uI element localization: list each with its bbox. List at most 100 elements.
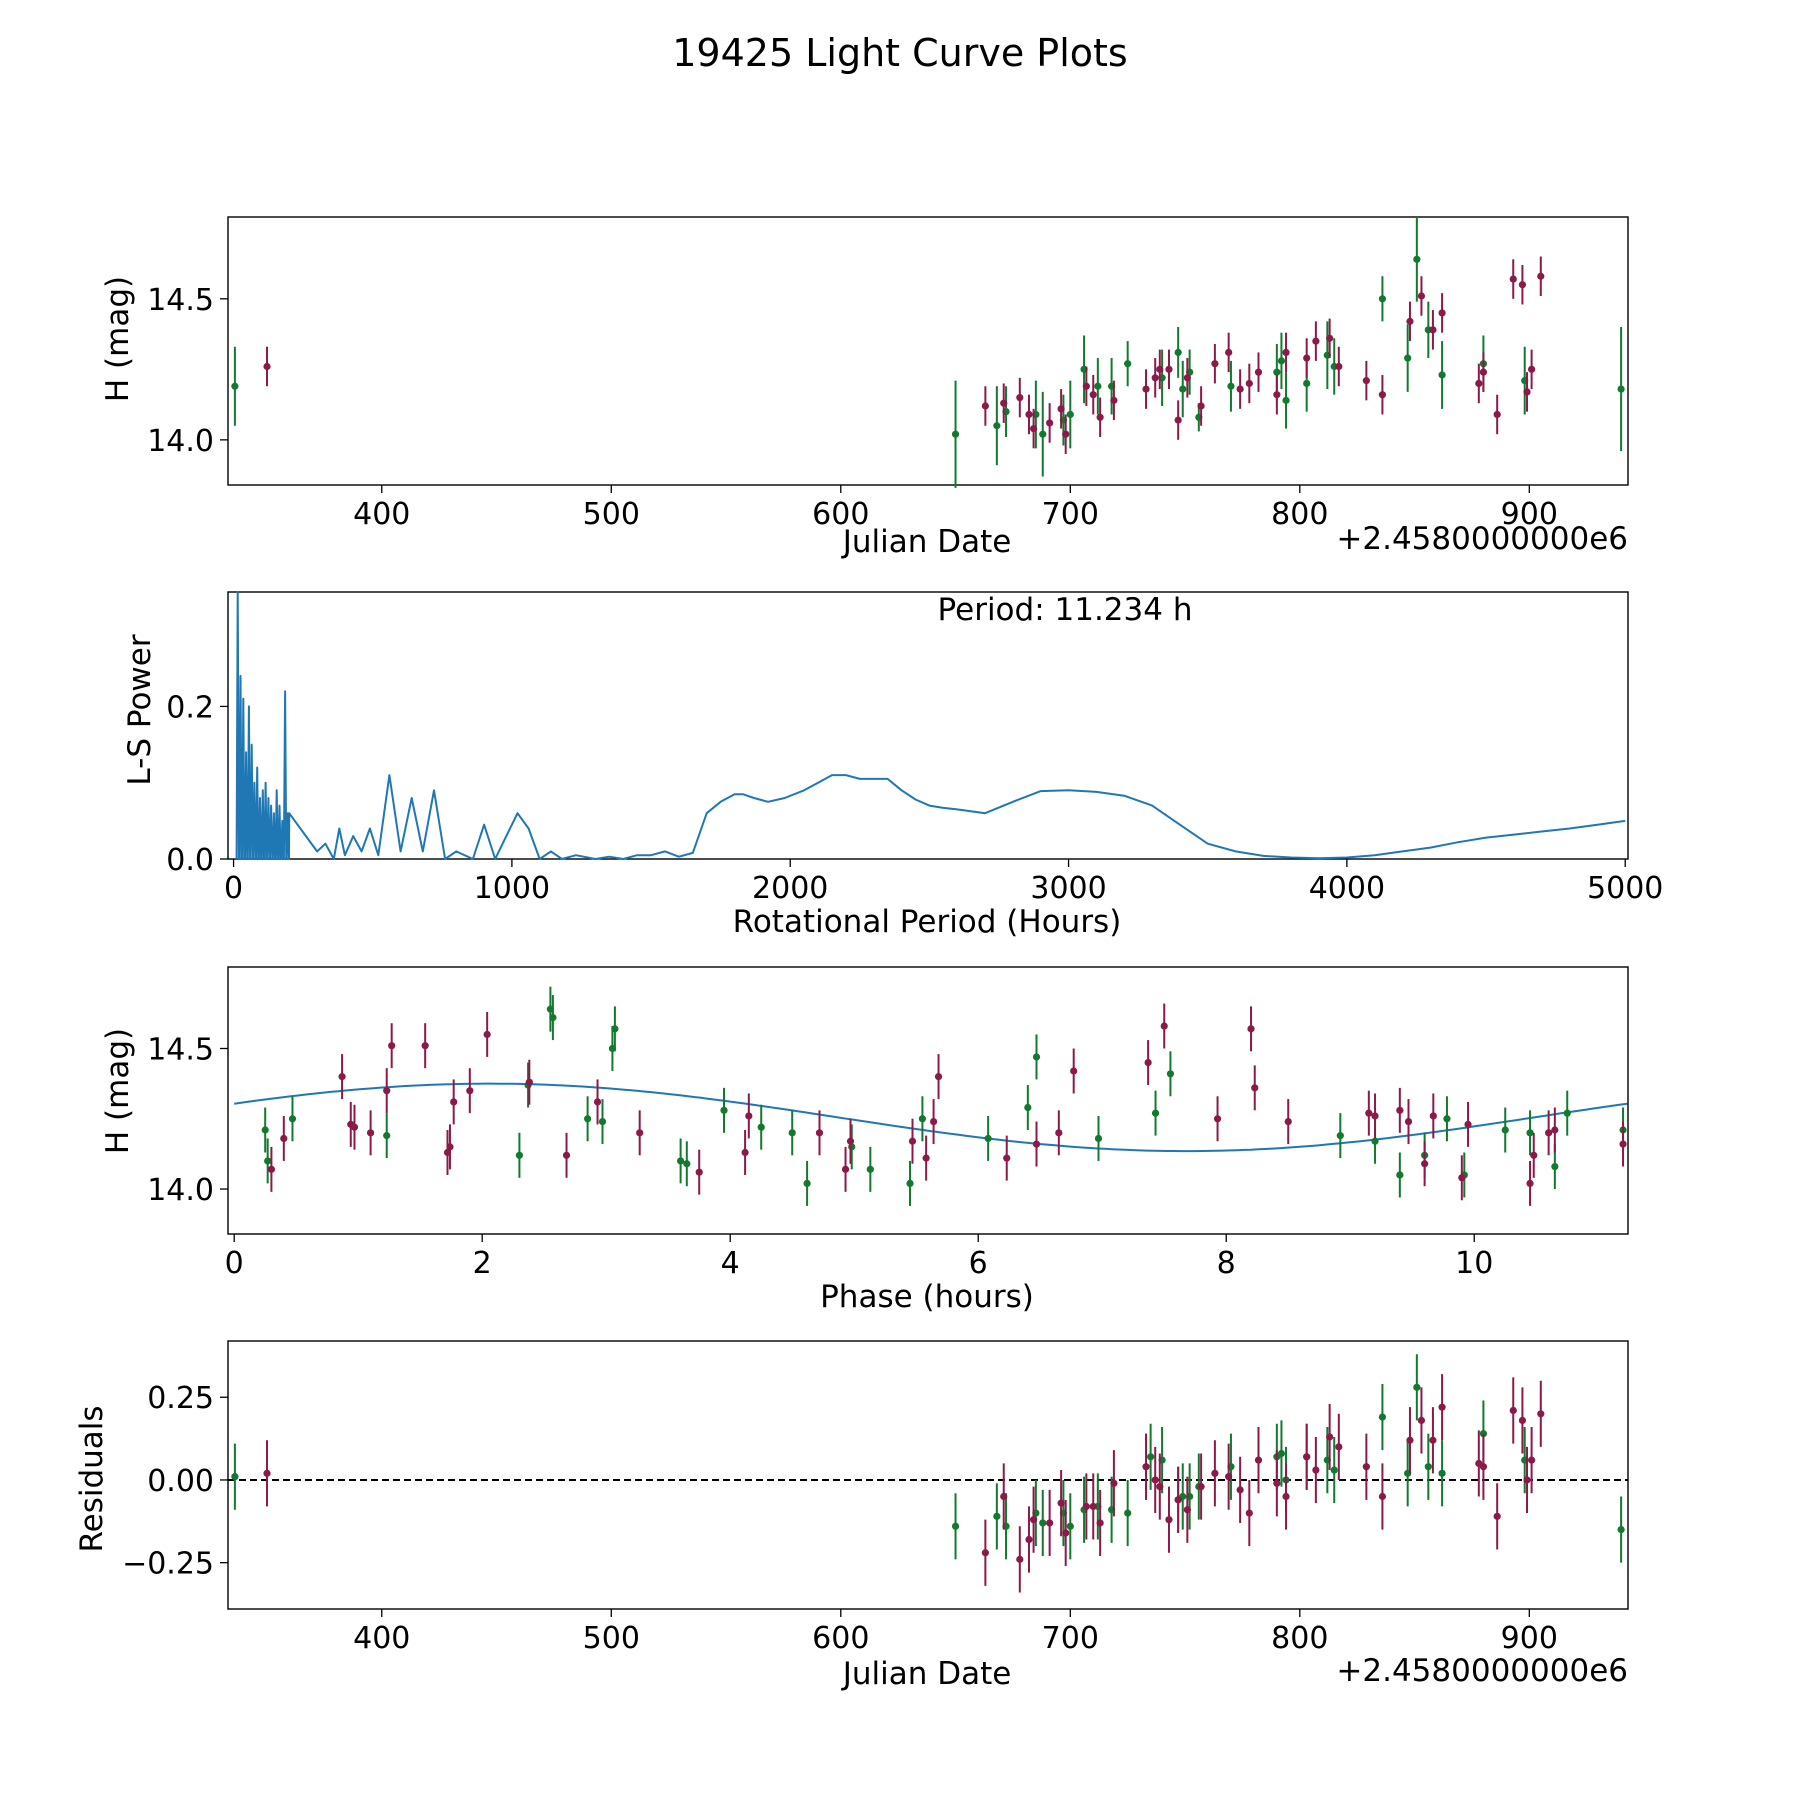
phase-red-point [1003,1154,1011,1162]
ls-xtick-label: 0 [224,871,243,906]
phase-ytick-label: 14.5 [147,1033,214,1068]
phase-green-point [720,1106,728,1114]
phase-red-point [421,1042,429,1050]
lc-red-point [1236,385,1244,393]
resid-red-point [263,1469,271,1477]
resid-red-point [1236,1486,1244,1494]
phase-green-point [677,1157,685,1165]
phase-red-point [388,1042,396,1050]
lc-red-point [1096,413,1104,421]
phase-red-point [280,1134,288,1143]
resid-xtick-label: 800 [1271,1621,1328,1656]
resid-green-point [993,1512,1001,1520]
lc-red-point [1523,388,1531,396]
phase-green-point [918,1115,927,1123]
lc-red-point [1312,337,1320,345]
ls-ylabel: L-S Power [122,634,158,785]
phase-red-point [483,1030,491,1039]
resid-red-point [1197,1482,1205,1491]
phase-red-point [1421,1160,1429,1168]
resid-green-point [1378,1413,1387,1421]
resid-red-point [1062,1529,1070,1537]
lc-xtick-label: 400 [353,497,410,532]
lc-red-point [1082,382,1090,390]
lc-xtick-label: 800 [1271,497,1328,532]
resid-red-point [1282,1492,1290,1501]
phase-red-point [450,1098,458,1106]
phase-xtick-label: 10 [1455,1246,1493,1281]
resid-xtick-label: 500 [583,1621,640,1656]
resid-red-point [1057,1499,1065,1507]
resid-red-point [1303,1453,1311,1461]
phase-red-point [1251,1084,1259,1092]
phase-green-point [1551,1162,1559,1171]
phase-red-point [338,1073,346,1081]
phase-green-point [611,1025,619,1033]
ls-xtick-label: 1000 [474,871,550,906]
lc-red-point [1211,360,1219,368]
resid-xtick-label: 600 [812,1621,869,1656]
resid-red-point [1493,1512,1501,1520]
resid-red-point [1537,1410,1545,1418]
lc-red-point [1183,374,1191,382]
phase-red-point [1070,1067,1078,1075]
resid-red-point [1362,1463,1370,1471]
resid-red-point [1518,1416,1527,1425]
phase-red-point [815,1129,824,1137]
phase-red-point [525,1078,533,1086]
phase-red-point [562,1151,571,1159]
resid-green-point [1277,1449,1286,1458]
phase-red-point [1464,1120,1472,1128]
lc-xtick-label: 500 [583,497,640,532]
phase-red-point [636,1129,644,1137]
resid-red-point [1406,1436,1414,1444]
lc-red-point [1016,393,1024,402]
resid-red-point [1509,1406,1517,1415]
phase-green-point [1526,1129,1534,1137]
lc-red-point [1245,379,1253,388]
lc-red-point [1046,419,1054,427]
lc-green-point [1124,360,1132,368]
phase-red-point [1055,1129,1063,1137]
phase-green-point [549,1013,557,1022]
phase-red-point [1365,1109,1373,1117]
phase-red-point [1284,1117,1292,1126]
resid-red-point [1326,1433,1334,1441]
phase-green-point [1336,1132,1344,1140]
phase-red-point [350,1123,359,1131]
lc-red-point [1057,405,1065,413]
ls-ytick-label: 0.2 [166,690,214,725]
resid-green-point [1124,1509,1132,1517]
lc-green-point [1094,382,1102,390]
resid-red-point [1479,1463,1488,1471]
lc-red-point [1225,348,1233,357]
phase-red-point [745,1112,753,1120]
ls-xtick-label: 4000 [1309,871,1385,906]
lc-red-point [1528,365,1536,373]
phase-red-point [593,1098,602,1106]
lc-ylabel: H (mag) [100,276,136,402]
lc-green-point [993,422,1001,430]
resid-offset-label: +2.4580000000e6 [1336,1653,1628,1689]
phase-green-point [757,1123,765,1131]
phase-red-point [1160,1022,1168,1030]
resid-red-point [1046,1519,1054,1527]
phase-red-point [1429,1112,1437,1120]
resid-green-point [231,1473,239,1481]
lc-red-point [1326,334,1334,342]
resid-green-point [1617,1525,1625,1534]
phase-green-point [1371,1137,1379,1145]
lc-red-point [1282,348,1290,357]
phase-red-point [446,1143,454,1151]
resid-green-point [1066,1522,1074,1530]
phase-red-point [846,1137,855,1145]
lc-green-point [951,430,960,438]
phase-xtick-label: 6 [969,1246,988,1281]
resid-frame [227,1340,1629,1610]
lc-red-point [1165,365,1173,373]
phase-green-point [1024,1103,1032,1112]
lc-red-point [1151,374,1159,382]
lc-red-point [1025,410,1033,419]
resid-red-point [1245,1509,1253,1517]
